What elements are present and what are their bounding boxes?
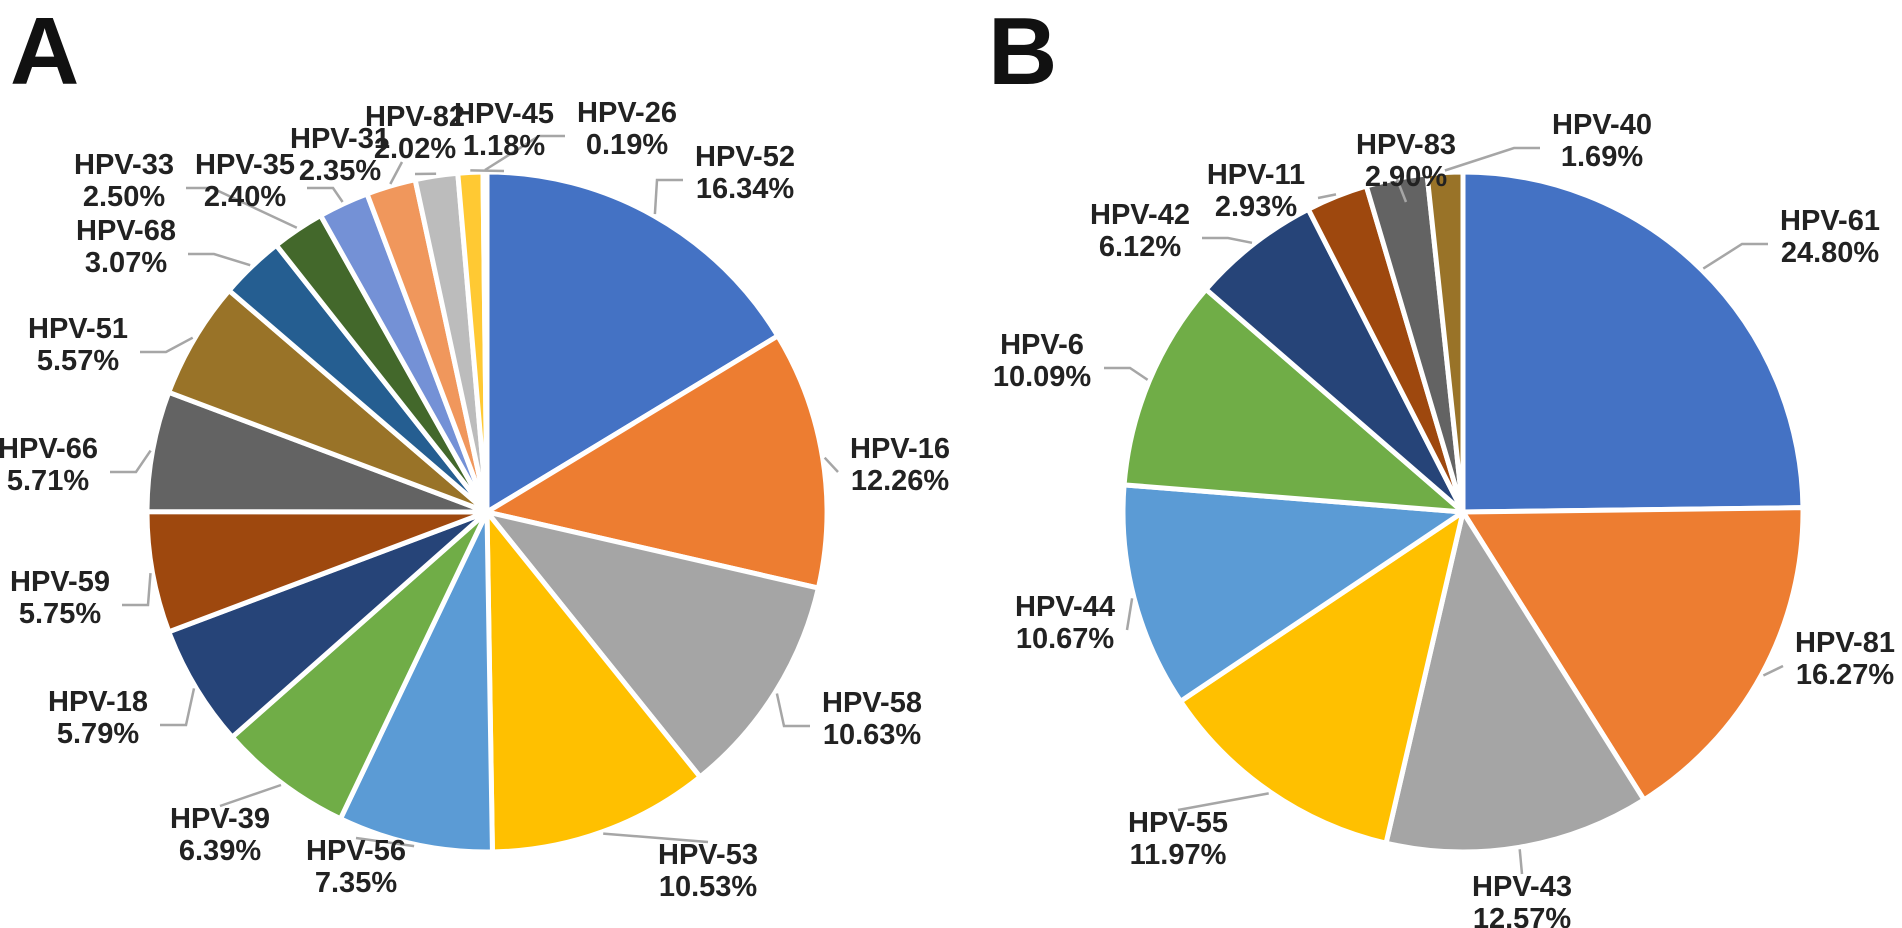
slice-label-hpv-44: HPV-44 10.67%: [1015, 591, 1115, 655]
slice-label-hpv-61: HPV-61 24.80%: [1780, 205, 1880, 269]
pie-slice-hpv-16: [484, 333, 830, 591]
leader-line-hpv-35: [307, 186, 344, 203]
leader-line-hpv-11: [1317, 193, 1337, 200]
pie-slice-hpv-55: [1178, 509, 1466, 846]
pie-slice-hpv-52: [484, 169, 781, 515]
pie-slice-hpv-43: [1383, 509, 1647, 855]
leader-lines: [110, 134, 839, 848]
slice-label-hpv-55: HPV-55 11.97%: [1128, 807, 1228, 871]
leader-line-hpv-33: [186, 186, 298, 229]
leader-line-hpv-51: [140, 336, 194, 354]
slice-label-hpv-39: HPV-39 6.39%: [170, 803, 270, 867]
slice-label-hpv-58: HPV-58 10.63%: [822, 687, 922, 751]
leader-line-hpv-26: [484, 134, 565, 172]
leader-line-hpv-16: [823, 456, 839, 473]
slice-label-hpv-18: HPV-18 5.79%: [48, 686, 148, 750]
leader-line-hpv-55: [1177, 792, 1269, 812]
slice-label-hpv-45: HPV-45 1.18%: [454, 98, 554, 162]
slice-label-hpv-66: HPV-66 5.71%: [0, 433, 98, 497]
slice-label-hpv-26: HPV-26 0.19%: [577, 97, 677, 161]
pie-chart-a: HPV-52 16.34% HPV-16 12.26% HPV-58 10.63% HPV-…: [0, 97, 950, 903]
pie-slice-hpv-56: [337, 509, 495, 855]
leader-line-hpv-18: [160, 688, 196, 727]
slice-label-hpv-59: HPV-59 5.75%: [10, 566, 110, 630]
pie-slices: [1120, 169, 1806, 855]
leader-line-hpv-53: [603, 832, 709, 844]
leader-line-hpv-56: [355, 836, 415, 848]
leader-line-hpv-83: [1394, 176, 1408, 203]
leader-lines: [1104, 146, 1784, 875]
leader-line-hpv-52: [653, 178, 683, 215]
slice-label-hpv-51: HPV-51 5.57%: [28, 313, 128, 377]
pie-slices: [144, 169, 830, 855]
slice-labels: HPV-52 16.34% HPV-16 12.26% HPV-58 10.63% HPV-…: [0, 97, 950, 903]
leader-line-hpv-45: [470, 169, 505, 173]
leader-line-hpv-61: [1702, 242, 1768, 270]
leader-line-hpv-6: [1104, 366, 1149, 381]
slice-label-hpv-31: HPV-31 2.35%: [290, 123, 390, 187]
slice-label-hpv-56: HPV-56 7.35%: [306, 835, 406, 899]
pie-slice-hpv-58: [484, 509, 821, 780]
pie-slice-hpv-42: [1203, 206, 1466, 515]
leader-line-hpv-81: [1762, 664, 1784, 677]
pie-slice-hpv-61: [1460, 169, 1806, 515]
leader-line-hpv-66: [110, 449, 152, 474]
pie-slice-hpv-53: [484, 509, 703, 855]
slice-label-hpv-68: HPV-68 3.07%: [76, 215, 176, 279]
slice-label-hpv-6: HPV-6 10.09%: [993, 329, 1092, 393]
leader-line-hpv-44: [1125, 598, 1134, 631]
panel-letter-a: A: [10, 0, 79, 105]
leader-line-hpv-39: [219, 783, 282, 808]
slice-label-hpv-43: HPV-43 12.57%: [1472, 871, 1572, 928]
slice-label-hpv-82: HPV-82 2.02%: [365, 101, 465, 165]
panel-letter-b: B: [988, 0, 1057, 105]
slice-label-hpv-35: HPV-35 2.40%: [195, 149, 295, 213]
pie-slice-hpv-6: [1121, 286, 1466, 515]
slice-label-hpv-11: HPV-11 2.93%: [1207, 159, 1305, 223]
leader-line-hpv-43: [1518, 849, 1524, 875]
pie-slice-hpv-26: [480, 169, 490, 515]
pie-slice-hpv-81: [1460, 505, 1806, 803]
slice-label-hpv-33: HPV-33 2.50%: [74, 149, 174, 213]
slice-label-hpv-52: HPV-52 16.34%: [695, 141, 795, 205]
slice-label-hpv-16: HPV-16 12.26%: [850, 433, 950, 497]
leader-line-hpv-58: [775, 693, 810, 728]
slice-labels: HPV-61 24.80% HPV-81 16.27% HPV-43 12.57% HPV-…: [993, 109, 1895, 928]
slice-label-hpv-40: HPV-40 1.69%: [1552, 109, 1652, 173]
pie-slice-hpv-39: [229, 509, 490, 822]
pie-slice-hpv-40: [1424, 169, 1466, 515]
slice-label-hpv-42: HPV-42 6.12%: [1090, 199, 1190, 263]
pie-chart-b: HPV-61 24.80% HPV-81 16.27% HPV-43 12.57% HPV-…: [993, 109, 1895, 928]
slice-label-hpv-83: HPV-83 2.90%: [1356, 129, 1456, 193]
leader-line-hpv-68: [188, 252, 251, 267]
slice-label-hpv-81: HPV-81 16.27%: [1795, 627, 1895, 691]
pie-slice-hpv-44: [1120, 482, 1466, 704]
leader-line-hpv-31: [389, 161, 404, 185]
leader-line-hpv-59: [122, 573, 152, 607]
leader-line-hpv-40: [1444, 146, 1540, 172]
slice-label-hpv-53: HPV-53 10.53%: [658, 839, 758, 903]
leader-line-hpv-42: [1202, 236, 1253, 245]
